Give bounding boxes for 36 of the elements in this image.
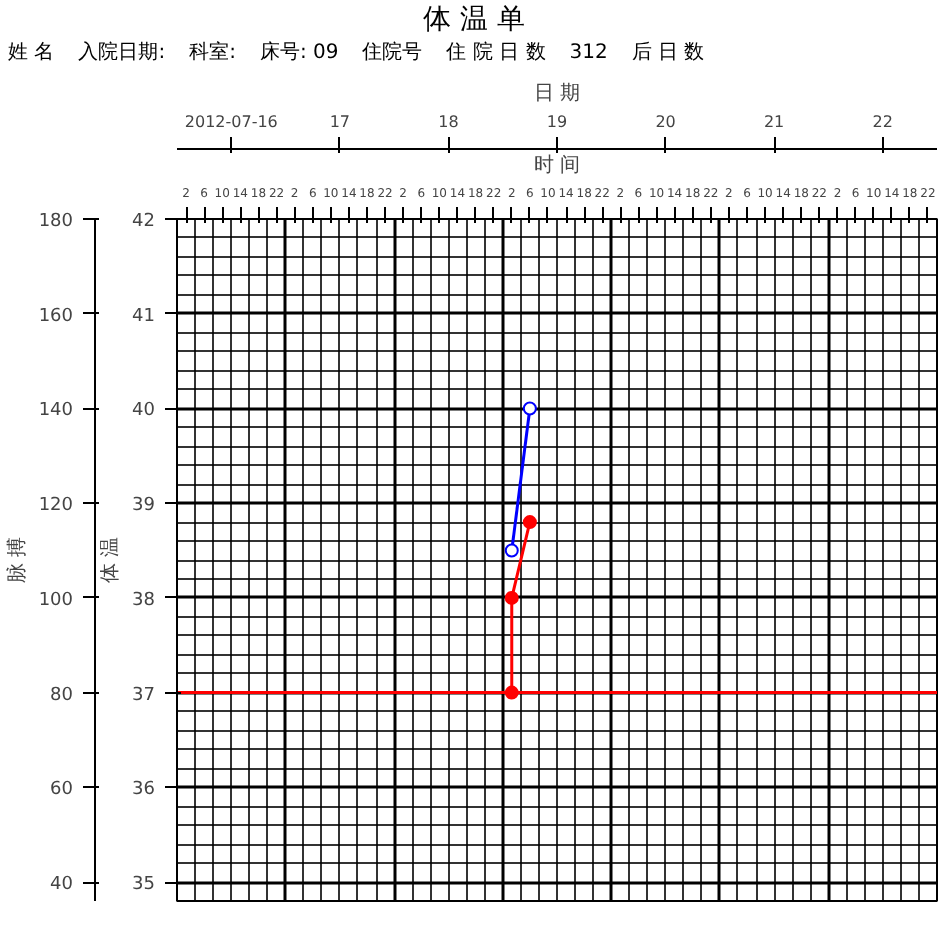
y2-tick-label: 38 [132, 590, 156, 611]
y2-tick-label: 39 [132, 496, 156, 517]
x2-tick-label: 21 [763, 113, 785, 131]
y2-tick-label: 35 [132, 875, 155, 896]
y-tick-label: 40 [50, 875, 74, 896]
y2-tick-label: 42 [132, 212, 155, 232]
y-tick-label: 80 [50, 685, 74, 706]
y-tick-label: 180 [38, 212, 74, 232]
y-axis-title: 脉 搏 [4, 536, 29, 584]
text: 住院号 [362, 42, 423, 64]
x2-tick-label: 18 [438, 113, 459, 131]
chart-title: 体 温 单 [423, 2, 525, 40]
y2-tick-label: 40 [132, 401, 156, 422]
x2-tick-label: 22 [872, 113, 893, 131]
text: 姓 名 [8, 42, 55, 64]
y-tick-label: 60 [50, 780, 74, 801]
y2-axis-title: 体 温 [98, 536, 123, 584]
x2-axis-title: 日 期 [533, 81, 581, 105]
y-tick-label: 100 [38, 590, 74, 611]
x2-tick-label: 19 [546, 113, 568, 131]
y-tick-label: 140 [38, 401, 74, 422]
y2-tick-label: 41 [132, 306, 155, 327]
x2-tick-label: 17 [329, 113, 351, 131]
text: 住 院 日 数 [446, 42, 546, 64]
text: 312 [569, 42, 608, 64]
x2-tick-label: 2012-07-16 [184, 113, 278, 131]
text: 入院日期: [78, 42, 166, 64]
y-tick-label: 160 [38, 306, 74, 327]
text: 科室: [189, 42, 236, 64]
y2-tick-label: 36 [132, 780, 156, 801]
x-axis-title: 时 间 [533, 153, 581, 177]
text: 床号: 09 [259, 42, 339, 64]
x2-tick-label: 20 [655, 113, 676, 131]
y-tick-label: 120 [38, 496, 74, 517]
y2-tick-label: 37 [132, 685, 155, 706]
text: 后 日 数 [631, 42, 705, 64]
